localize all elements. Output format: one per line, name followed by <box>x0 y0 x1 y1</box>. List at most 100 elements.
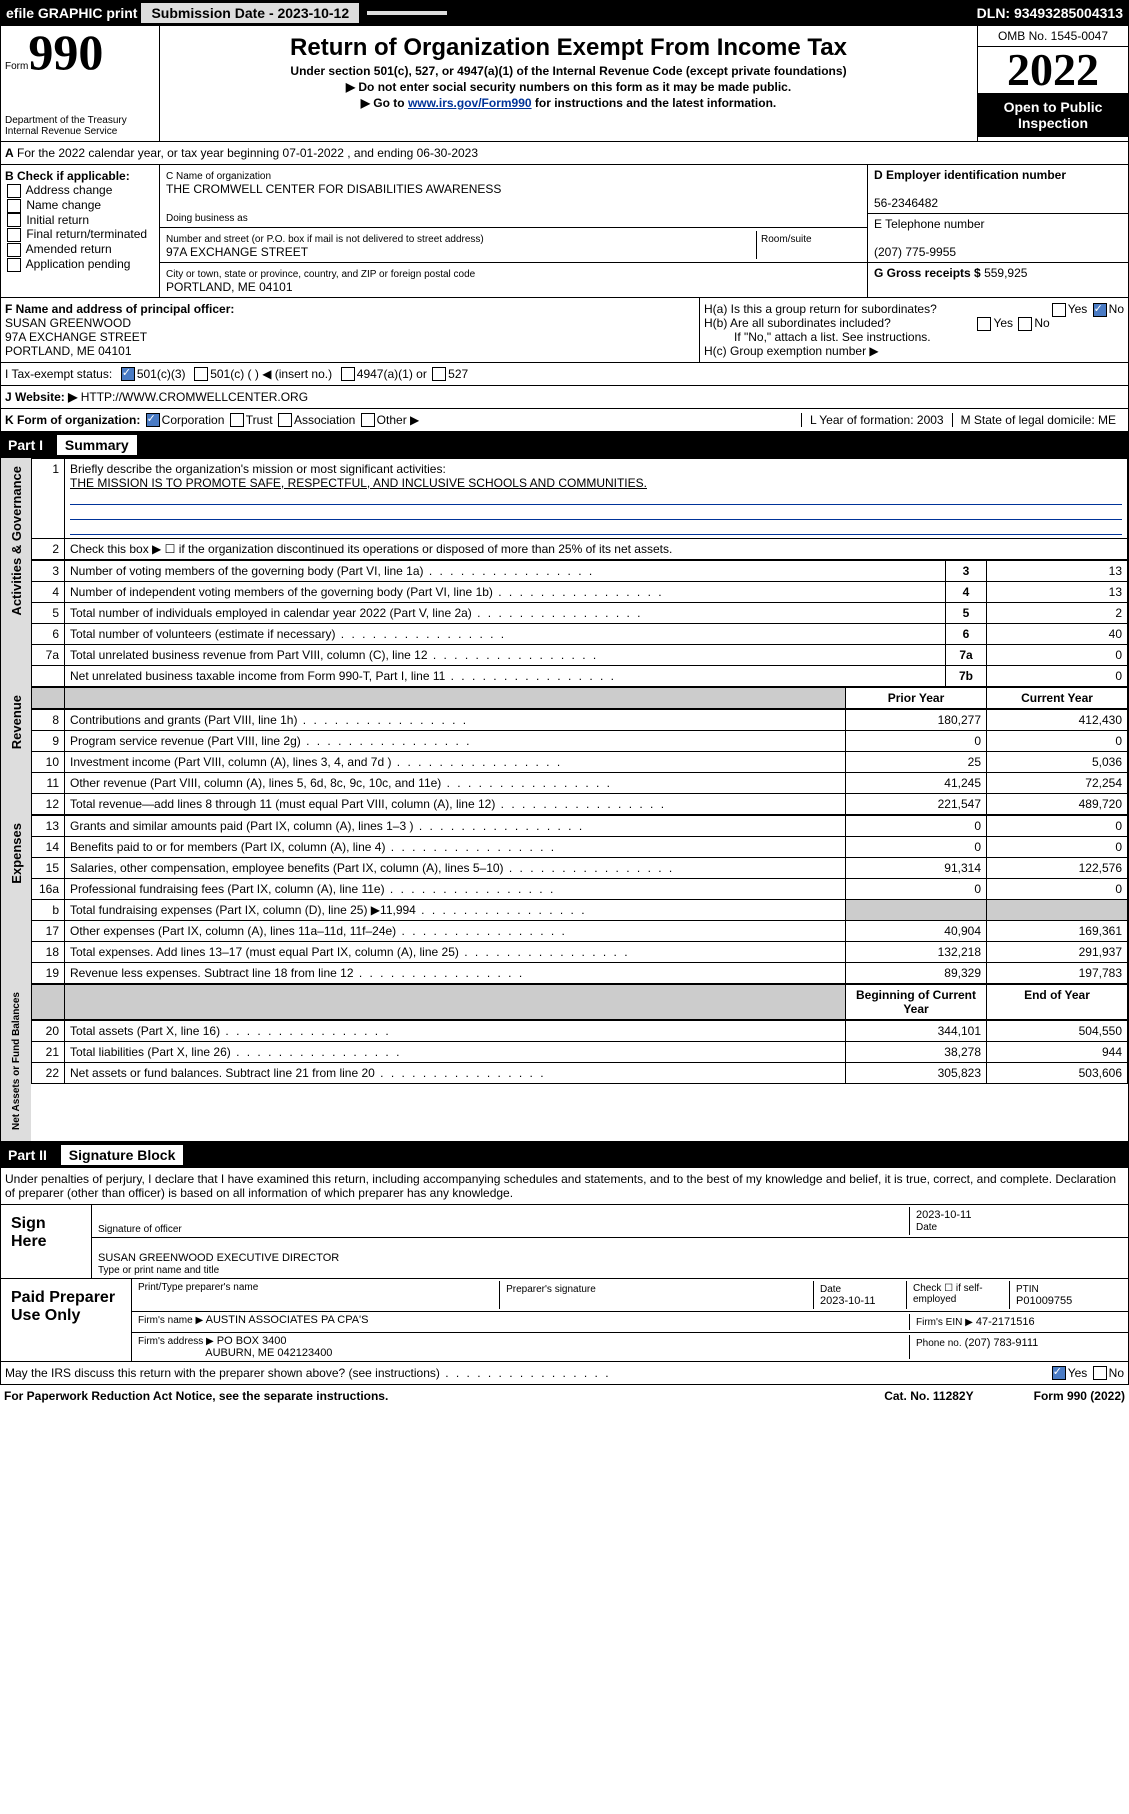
name-change-check[interactable] <box>7 199 21 213</box>
gov-rows: 3Number of voting members of the governi… <box>31 560 1128 687</box>
row-i: I Tax-exempt status: 501(c)(3) 501(c) ( … <box>0 363 1129 386</box>
fh-row: F Name and address of principal officer:… <box>0 298 1129 363</box>
website: HTTP://WWW.CROMWELLCENTER.ORG <box>81 390 308 404</box>
year-column: OMB No. 1545-0047 2022 Open to Public In… <box>978 26 1128 141</box>
discuss-no[interactable] <box>1093 1366 1107 1380</box>
note2-suffix: for instructions and the latest informat… <box>532 96 777 110</box>
prior-h: Prior Year <box>846 688 987 709</box>
efile-label: efile GRAPHIC print <box>6 5 137 21</box>
527-check[interactable] <box>432 367 446 381</box>
table-row: 14Benefits paid to or for members (Part … <box>32 837 1128 858</box>
corp-check[interactable] <box>146 413 160 427</box>
b-label: B Check if applicable: <box>5 169 130 183</box>
eoy-h: End of Year <box>987 985 1128 1020</box>
table-row: 4Number of independent voting members of… <box>32 582 1128 603</box>
opt-amended: Amended return <box>26 242 112 256</box>
501c3-check[interactable] <box>121 367 135 381</box>
h5: PTIN <box>1016 1284 1039 1295</box>
form-footer: Form 990 (2022) <box>1034 1389 1125 1403</box>
phone-label: E Telephone number <box>874 217 985 231</box>
current-h: Current Year <box>987 688 1128 709</box>
rev-side-label: Revenue <box>1 687 31 815</box>
firm-ein-l: Firm's EIN ▶ <box>916 1317 973 1328</box>
hb-label: H(b) Are all subordinates included? <box>704 316 891 330</box>
part1-label: Part I <box>8 437 43 453</box>
hb-note: If "No," attach a list. See instructions… <box>704 330 1124 344</box>
table-row: 15Salaries, other compensation, employee… <box>32 858 1128 879</box>
rev-rows: 8Contributions and grants (Part VIII, li… <box>31 709 1128 815</box>
initial-check[interactable] <box>7 213 21 227</box>
gov-section: Activities & Governance 1 Briefly descri… <box>0 458 1129 687</box>
gross-label: G Gross receipts $ <box>874 266 984 280</box>
street-label: Number and street (or P.O. box if mail i… <box>166 234 484 245</box>
subtitle: Under section 501(c), 527, or 4947(a)(1)… <box>166 64 971 78</box>
rev-section: Revenue Prior YearCurrent Year 8Contribu… <box>0 687 1129 815</box>
opt-trust: Trust <box>246 413 273 427</box>
table-row: 8Contributions and grants (Part VIII, li… <box>32 710 1128 731</box>
trust-check[interactable] <box>230 413 244 427</box>
blank-button[interactable] <box>366 10 448 16</box>
section-d: D Employer identification number 56-2346… <box>868 165 1128 297</box>
m-state: M State of legal domicile: ME <box>952 413 1124 427</box>
501c-check[interactable] <box>194 367 208 381</box>
city-label: City or town, state or province, country… <box>166 269 475 280</box>
table-row: 12Total revenue—add lines 8 through 11 (… <box>32 794 1128 815</box>
print-label: Type or print name and title <box>98 1265 219 1276</box>
amended-check[interactable] <box>7 243 21 257</box>
hb-yes[interactable] <box>977 317 991 331</box>
open-inspection: Open to Public Inspection <box>978 93 1128 137</box>
h2: Preparer's signature <box>506 1284 596 1295</box>
firm-addr2: AUBURN, ME 042123400 <box>205 1347 332 1359</box>
firm-name-l: Firm's name ▶ <box>138 1315 203 1326</box>
sig-date: 2023-10-11 <box>916 1209 971 1221</box>
officer-addr1: 97A EXCHANGE STREET <box>5 330 147 344</box>
opt-pending: Application pending <box>26 257 131 271</box>
form-word: Form <box>5 61 28 72</box>
bcd-grid: B Check if applicable: Address change Na… <box>0 165 1129 298</box>
h1: Print/Type preparer's name <box>138 1282 258 1293</box>
4947-check[interactable] <box>341 367 355 381</box>
declaration: Under penalties of perjury, I declare th… <box>0 1168 1129 1204</box>
part2-title: Signature Block <box>61 1145 184 1165</box>
discuss-text: May the IRS discuss this return with the… <box>5 1366 611 1380</box>
street: 97A EXCHANGE STREET <box>166 245 308 259</box>
submission-button[interactable]: Submission Date - 2023-10-12 <box>140 2 360 24</box>
paperwork: For Paperwork Reduction Act Notice, see … <box>4 1389 388 1403</box>
tax-year: 2022 <box>978 47 1128 93</box>
phone: (207) 775-9955 <box>874 245 956 259</box>
h3: Date <box>820 1284 841 1295</box>
table-row: 5Total number of individuals employed in… <box>32 603 1128 624</box>
section-h: H(a) Is this a group return for subordin… <box>700 298 1128 362</box>
dba-label: Doing business as <box>166 213 248 224</box>
officer-print: SUSAN GREENWOOD EXECUTIVE DIRECTOR <box>98 1252 339 1264</box>
other-check[interactable] <box>361 413 375 427</box>
sign-block: Sign Here Signature of officer 2023-10-1… <box>0 1204 1129 1279</box>
sign-here-label: Sign Here <box>1 1205 92 1278</box>
title-column: Return of Organization Exempt From Incom… <box>160 26 978 141</box>
discuss-yes[interactable] <box>1052 1366 1066 1380</box>
ha-no[interactable] <box>1093 303 1107 317</box>
opt-501c: 501(c) ( ) ◀ (insert no.) <box>210 367 332 381</box>
q1-ans: THE MISSION IS TO PROMOTE SAFE, RESPECTF… <box>70 476 647 490</box>
gross: 559,925 <box>984 266 1027 280</box>
ha-label: H(a) Is this a group return for subordin… <box>704 302 937 316</box>
ha-yes[interactable] <box>1052 303 1066 317</box>
opt-501c3: 501(c)(3) <box>137 367 186 381</box>
top-bar: efile GRAPHIC print Submission Date - 20… <box>0 0 1129 26</box>
ein-label: D Employer identification number <box>874 168 1066 182</box>
table-row: bTotal fundraising expenses (Part IX, co… <box>32 900 1128 921</box>
addr-change-check[interactable] <box>7 184 21 198</box>
irs-link[interactable]: www.irs.gov/Form990 <box>408 96 532 110</box>
l-year: L Year of formation: 2003 <box>801 413 952 427</box>
assoc-check[interactable] <box>278 413 292 427</box>
room-label: Room/suite <box>761 234 812 245</box>
final-check[interactable] <box>7 228 21 242</box>
rev-table: Prior YearCurrent Year <box>31 687 1128 709</box>
j-label: J Website: ▶ <box>5 390 77 404</box>
net-section: Net Assets or Fund Balances Beginning of… <box>0 984 1129 1142</box>
form-990: 990 <box>28 24 103 80</box>
firm-ein: 47-2171516 <box>976 1316 1035 1328</box>
pending-check[interactable] <box>7 258 21 272</box>
officer-addr2: PORTLAND, ME 04101 <box>5 344 132 358</box>
hb-no[interactable] <box>1018 317 1032 331</box>
